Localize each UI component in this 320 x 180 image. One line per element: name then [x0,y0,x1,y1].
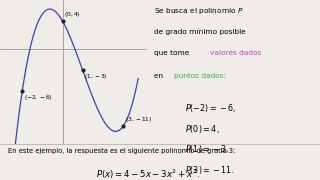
Text: puntos dados:: puntos dados: [174,73,226,79]
Text: que tome: que tome [154,50,192,56]
Text: $P(0) = 4,$: $P(0) = 4,$ [185,123,220,135]
Text: En este ejemplo, la respuesta es el siguiente polinomio de grado 3:: En este ejemplo, la respuesta es el sigu… [8,148,235,154]
Text: $P(3) = -11.$: $P(3) = -11.$ [185,164,235,176]
Text: $(0,4)$: $(0,4)$ [64,10,81,19]
Text: $(3,-11)$: $(3,-11)$ [124,115,152,124]
Text: valores dados: valores dados [210,50,261,56]
Text: $P(x) = 4 - 5x - 3x^2 + x^3.$: $P(x) = 4 - 5x - 3x^2 + x^3.$ [96,167,200,180]
Text: Se busca el polinomio $P$: Se busca el polinomio $P$ [154,6,244,16]
Text: $P(-2) = -6,$: $P(-2) = -6,$ [185,102,236,114]
Text: $P(1) = -3,$: $P(1) = -3,$ [185,143,230,156]
Text: en: en [154,73,166,79]
Text: $(-2,-6)$: $(-2,-6)$ [24,93,52,102]
Text: de grado mínimo posible: de grado mínimo posible [154,28,246,35]
Text: $(1,-3)$: $(1,-3)$ [84,72,108,81]
